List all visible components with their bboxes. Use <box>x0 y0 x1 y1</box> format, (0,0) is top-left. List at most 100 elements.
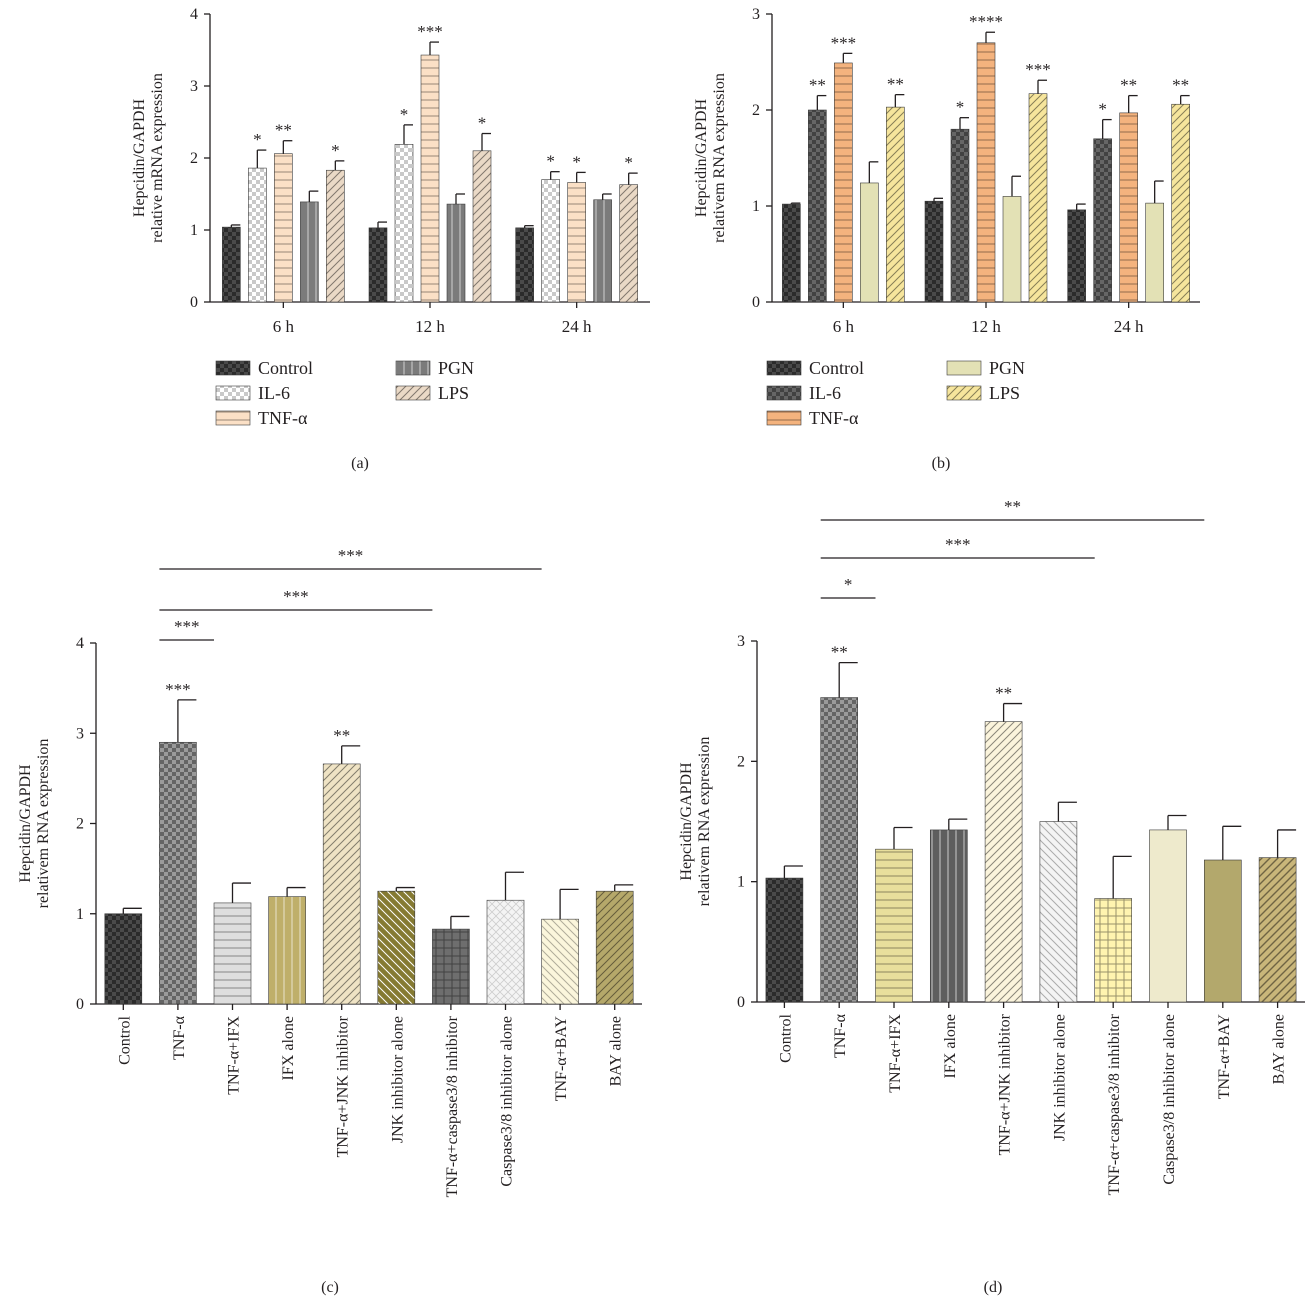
panel-b-sig-label: ** <box>887 75 904 94</box>
panel-b-bar <box>886 106 905 303</box>
panel-a-bar <box>515 227 534 303</box>
panel-a-bar <box>472 150 492 303</box>
panel-b-x-tick-label: 6 h <box>833 317 855 336</box>
panel-a-y-tick-label: 1 <box>190 222 198 239</box>
panel-a-bar <box>420 54 440 303</box>
panel-a-bar <box>394 144 414 303</box>
panel-a-bar <box>326 169 345 303</box>
panel-a-sig-label: * <box>572 152 581 171</box>
panel-c-bar <box>322 763 361 1005</box>
panel-c-label: (c) <box>321 1279 339 1296</box>
panel-b-sig-label: **** <box>969 12 1003 31</box>
panel-b-y-tick-label: 2 <box>752 102 760 119</box>
panel-a-bar <box>541 179 560 303</box>
panel-d-bar <box>765 877 804 1003</box>
panel-a-legend-label: Control <box>258 358 313 378</box>
panel-b-legend-swatch <box>946 385 982 401</box>
panel-b-legend-label: Control <box>809 358 864 378</box>
panel-a-y-axis-label: relative mRNA expression <box>149 73 166 243</box>
panel-b-y-axis-label: Hepcidin/GAPDH <box>693 98 710 217</box>
panel-a-y-tick-label: 3 <box>190 78 198 95</box>
panel-d-comparison-label: *** <box>945 535 971 554</box>
panel-c-y-axis-label: relativem RNA expression <box>35 739 52 909</box>
panel-b-bar <box>782 203 801 303</box>
panel-c-bar <box>486 899 525 1005</box>
panel-b-bar <box>834 62 853 303</box>
panel-c-bar <box>595 890 634 1005</box>
panel-d-comparison-label: ** <box>1004 497 1021 516</box>
panel-d-x-tick-label: TNF-α+JNK inhibitor <box>997 1013 1014 1155</box>
panel-a-legend-label: IL-6 <box>258 383 290 403</box>
panel-c-y-tick-label: 0 <box>76 996 84 1013</box>
panel-d-y-axis-label: Hepcidin/GAPDH <box>678 762 695 881</box>
panel-a-sig-label: *** <box>417 22 443 41</box>
panel-d-bar <box>1094 898 1132 1003</box>
panel-c-bar <box>268 896 306 1005</box>
panel-d-y-tick-label: 1 <box>737 874 745 891</box>
panel-a-chart: 0 1 2 3 4 Hepcidin/GAPDH relative mRNA express… <box>131 6 650 428</box>
panel-d-comparison-label: * <box>844 575 853 594</box>
panel-b-legend-label: LPS <box>989 383 1020 403</box>
panel-a-legend-label: LPS <box>438 383 469 403</box>
panel-b-bar <box>1119 112 1138 303</box>
panel-d-sig-label: ** <box>831 643 848 662</box>
panel-d-x-tick-label: TNF-α <box>832 1013 849 1058</box>
panel-b-y-tick-label: 0 <box>752 294 760 311</box>
panel-c-x-tick-label: TNF-α+caspase3/8 inhibitor <box>444 1015 461 1197</box>
panel-a-x-tick-label: 12 h <box>415 317 445 336</box>
panel-c-x-tick-label: TNF-α <box>171 1015 188 1060</box>
panel-d-y-tick-label: 3 <box>737 633 745 650</box>
panel-b-sig-label: *** <box>831 33 857 52</box>
panel-d-x-tick-label: TNF-α+IFX <box>887 1014 904 1093</box>
panel-d-bar <box>875 848 913 1003</box>
panel-b-legend-label: TNF-α <box>809 408 859 428</box>
panel-d-bar <box>1039 821 1078 1003</box>
panel-c-x-tick-label: JNK inhibitor alone <box>389 1016 406 1143</box>
panel-d-y-tick-label: 2 <box>737 753 745 770</box>
panel-c-x-tick-label: BAY alone <box>608 1016 625 1086</box>
panel-a-bar <box>446 203 466 303</box>
panel-b-bar <box>1067 209 1086 303</box>
panel-b-sig-label: * <box>1098 100 1107 119</box>
panel-b-legend-label: PGN <box>989 358 1025 378</box>
panel-c-sig-label: *** <box>165 680 191 699</box>
panel-b-y-tick-label: 3 <box>752 6 760 23</box>
panel-a-y-tick-label: 2 <box>190 150 198 167</box>
panel-d-sig-label: ** <box>995 684 1012 703</box>
panel-b-sig-label: ** <box>1120 76 1137 95</box>
panel-b-bar <box>1145 202 1164 303</box>
panel-a-sig-label: * <box>624 153 633 172</box>
panel-d-x-tick-label: TNF-α+caspase3/8 inhibitor <box>1106 1013 1123 1195</box>
panel-a-y-axis-label: Hepcidin/GAPDH <box>131 98 148 217</box>
panel-a-label: (a) <box>351 455 369 472</box>
panel-c-y-axis-label: Hepcidin/GAPDH <box>17 764 34 883</box>
panel-a-x-tick-label: 6 h <box>273 317 295 336</box>
panel-d-bar <box>1204 859 1242 1003</box>
panel-a-sig-label: ** <box>275 121 292 140</box>
panel-b-bar <box>1171 103 1190 303</box>
panel-c-bar <box>377 890 416 1005</box>
panel-a-bar <box>222 226 241 303</box>
panel-d-chart: 0 1 2 3 Hepcidin/GAPDH relativem RNA expressi… <box>678 497 1305 1195</box>
panel-a-legend-swatch <box>395 360 431 376</box>
panel-b-bar <box>1028 93 1048 303</box>
panel-a-bar <box>593 199 612 303</box>
panel-d-bar <box>820 697 859 1003</box>
panel-a-bar <box>567 182 586 303</box>
panel-d-x-tick-label: TNF-α+BAY <box>1216 1014 1233 1100</box>
panel-a-legend-swatch <box>215 410 251 426</box>
panel-c-bar <box>104 913 143 1005</box>
panel-d-x-tick-label: BAY alone <box>1271 1014 1288 1084</box>
panel-c-chart: 0 1 2 3 4 Hepcidin/GAPDH relativem RNA express… <box>17 546 642 1197</box>
panel-b-legend-swatch <box>766 410 802 426</box>
panel-d-x-tick-label: Caspase3/8 inhibitor alone <box>1161 1014 1178 1185</box>
panel-d-bar <box>1149 829 1187 1003</box>
panel-b-bar <box>1002 196 1022 303</box>
panel-c-comparison-label: *** <box>338 546 364 565</box>
panel-b-legend-label: IL-6 <box>809 383 841 403</box>
panel-a-bar <box>300 201 319 303</box>
panel-a-legend-label: PGN <box>438 358 474 378</box>
panel-c-x-tick-label: Caspase3/8 inhibitor alone <box>499 1016 516 1187</box>
panel-a-legend-swatch <box>215 360 251 376</box>
panel-a-bar <box>619 184 638 303</box>
